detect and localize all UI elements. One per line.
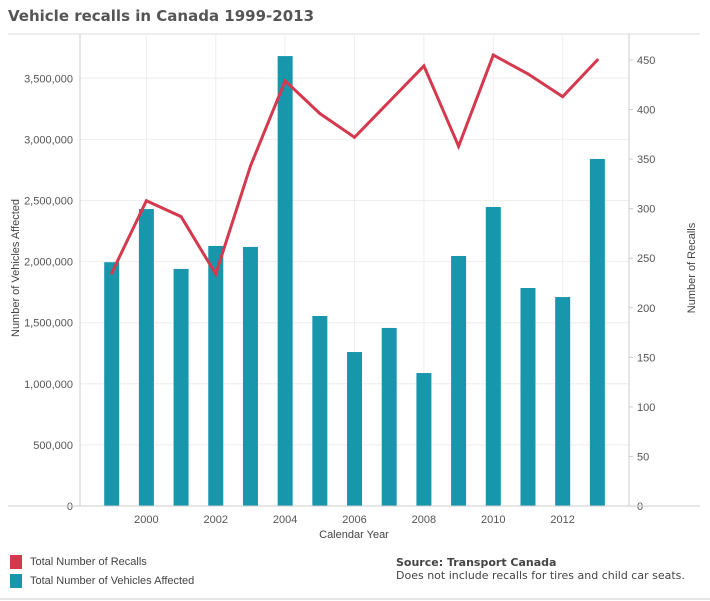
bar-2002 xyxy=(208,245,224,506)
y-left-axis-title: Number of Vehicles Affected xyxy=(10,199,22,337)
bar-2010 xyxy=(485,206,501,506)
recalls-point-2000 xyxy=(144,199,148,203)
y-right-tick-label: 200 xyxy=(637,303,655,315)
legend-swatch-vehicles xyxy=(10,574,22,588)
x-axis-title: Calendar Year xyxy=(319,529,389,541)
bar-2007 xyxy=(381,327,397,506)
x-tick-label: 2010 xyxy=(481,514,505,526)
bar-2006 xyxy=(347,352,363,506)
x-tick-label: 2008 xyxy=(412,514,436,526)
x-tick-label: 2004 xyxy=(273,514,297,526)
y-right-tick-label: 250 xyxy=(637,253,655,265)
source-title: Source: Transport Canada xyxy=(396,556,557,569)
recalls-point-2004 xyxy=(283,79,287,83)
y-right-tick-label: 350 xyxy=(637,154,655,166)
recalls-point-2012 xyxy=(561,95,565,99)
y-left-tick-label: 2,500,000 xyxy=(24,196,73,208)
bar-2001 xyxy=(173,268,189,506)
legend-label: Total Number of Recalls xyxy=(30,556,147,568)
bar-2013 xyxy=(589,158,605,506)
recalls-point-2007 xyxy=(387,100,391,104)
x-tick-label: 2002 xyxy=(204,514,228,526)
legend-item-vehicles[interactable]: Total Number of Vehicles Affected xyxy=(10,574,194,588)
bar-1999 xyxy=(104,262,120,506)
chart-title: Vehicle recalls in Canada 1999-2013 xyxy=(8,7,315,25)
bar-2005 xyxy=(312,315,328,506)
source-note: Source: Transport Canada Does not includ… xyxy=(396,556,685,582)
y-left-tick-label: 1,000,000 xyxy=(24,379,73,391)
legend-item-recalls[interactable]: Total Number of Recalls xyxy=(10,555,147,569)
x-tick-label: 2012 xyxy=(550,514,574,526)
x-tick-label: 2006 xyxy=(342,514,366,526)
y-left-tick-label: 0 xyxy=(67,501,73,513)
recalls-point-2009 xyxy=(457,144,461,148)
bar-2012 xyxy=(555,297,571,506)
recalls-point-2011 xyxy=(526,72,530,76)
y-left-tick-label: 1,500,000 xyxy=(24,318,73,330)
y-right-tick-label: 100 xyxy=(637,402,655,414)
recalls-point-2013 xyxy=(595,58,599,62)
bar-2003 xyxy=(242,246,258,506)
bar-2008 xyxy=(416,373,432,506)
divider xyxy=(0,598,710,600)
y-right-tick-label: 50 xyxy=(637,451,649,463)
recalls-point-2001 xyxy=(179,215,183,219)
recalls-point-2006 xyxy=(353,135,357,139)
recalls-point-1999 xyxy=(110,271,114,275)
bar-2000 xyxy=(138,209,154,506)
recalls-point-2003 xyxy=(248,164,252,168)
y-right-tick-label: 400 xyxy=(637,105,655,117)
y-right-axis-title: Number of Recalls xyxy=(686,222,698,313)
recalls-point-2010 xyxy=(491,53,495,57)
bar-2009 xyxy=(451,255,467,506)
legend-swatch-recalls xyxy=(10,555,22,569)
y-right-tick-label: 450 xyxy=(637,55,655,67)
y-left-tick-label: 3,500,000 xyxy=(24,73,73,85)
legend-label: Total Number of Vehicles Affected xyxy=(30,575,195,587)
y-right-tick-label: 0 xyxy=(637,501,643,513)
source-disclaimer: Does not include recalls for tires and c… xyxy=(396,569,685,582)
bar-2004 xyxy=(277,56,293,506)
y-left-tick-label: 500,000 xyxy=(33,440,73,452)
chart-svg: 0 500,000 1,000,000 1,500,000 2,000,000 2,500… xyxy=(8,33,700,541)
recalls-point-2002 xyxy=(214,272,218,276)
y-right-tick-label: 150 xyxy=(637,352,655,364)
y-left-tick-label: 3,000,000 xyxy=(24,134,73,146)
y-left-tick-label: 2,000,000 xyxy=(24,257,73,269)
x-tick-label: 2000 xyxy=(134,514,158,526)
recalls-point-2005 xyxy=(318,112,322,116)
bar-2011 xyxy=(520,287,536,506)
recalls-point-2008 xyxy=(422,64,426,68)
y-right-tick-label: 300 xyxy=(637,204,655,216)
